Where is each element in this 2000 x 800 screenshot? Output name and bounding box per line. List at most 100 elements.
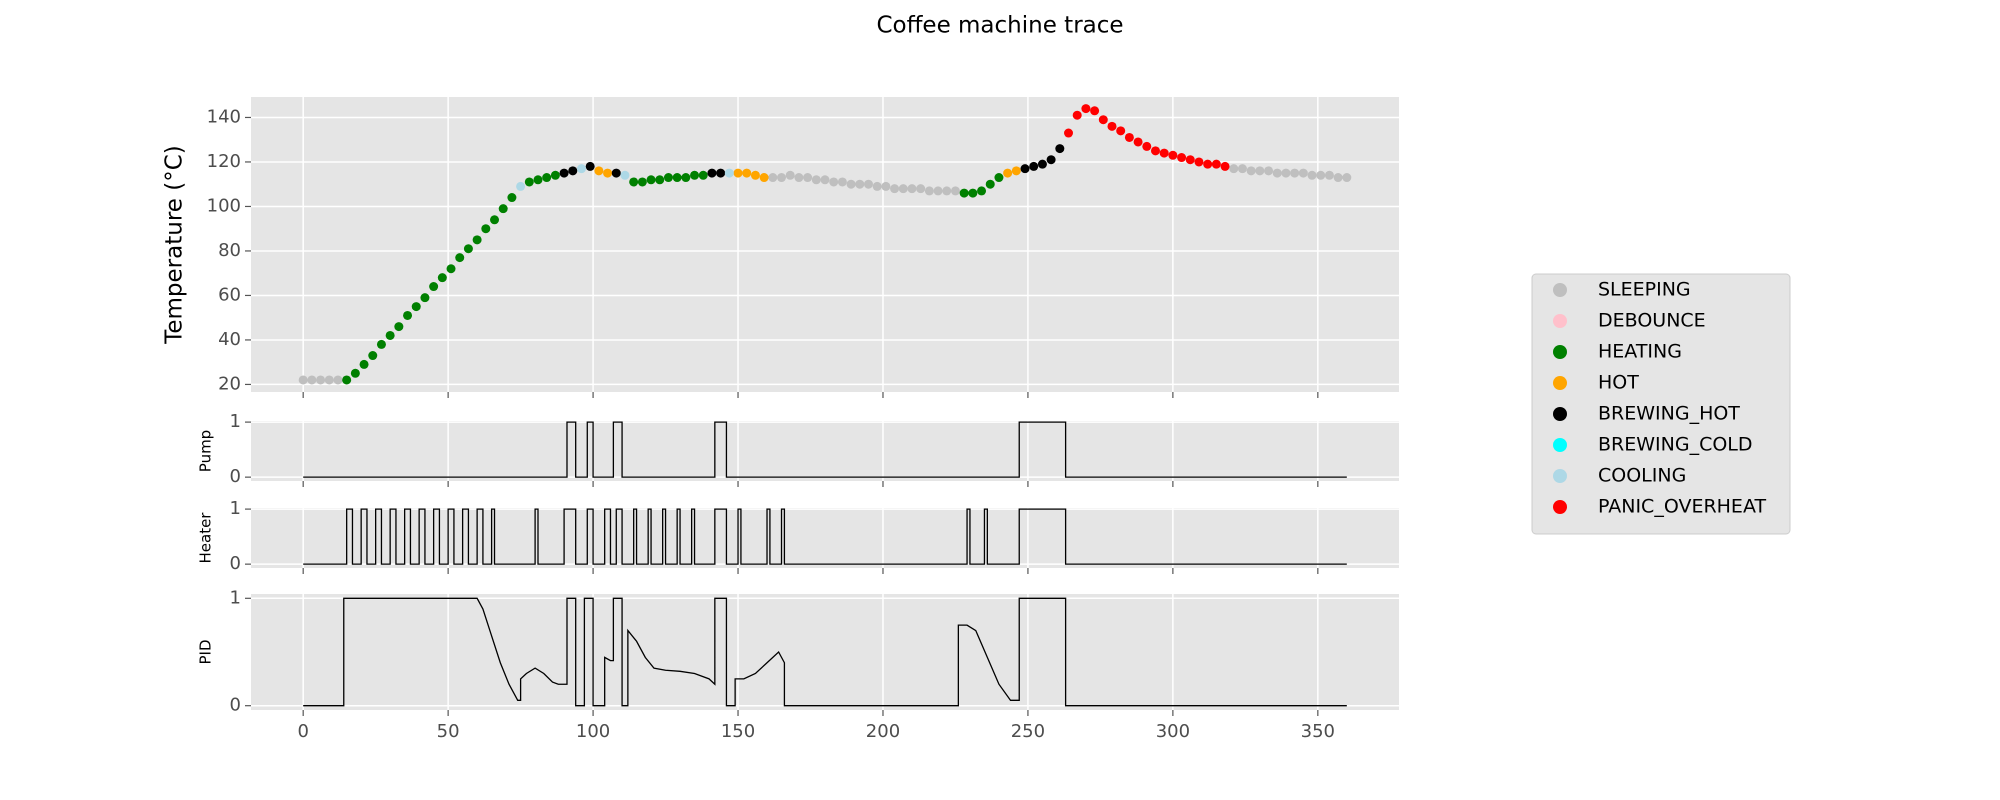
point [1081, 104, 1091, 114]
legend-swatch [1553, 283, 1567, 297]
point [837, 177, 847, 187]
point [1029, 161, 1039, 171]
legend-swatch [1553, 345, 1567, 359]
point [1116, 126, 1126, 136]
figure-title: Coffee machine trace [876, 13, 1123, 39]
point [872, 181, 882, 191]
point [698, 170, 708, 180]
x-tick-label: 200 [866, 721, 900, 742]
point [985, 179, 995, 189]
point [655, 175, 665, 185]
point [846, 179, 856, 189]
point [585, 161, 595, 171]
point [420, 293, 430, 303]
plot-area [251, 508, 1399, 568]
point [898, 184, 908, 194]
point [646, 175, 656, 185]
point [472, 235, 482, 245]
point [490, 215, 500, 225]
point [611, 168, 621, 178]
point [916, 184, 926, 194]
point [1246, 166, 1256, 176]
point [994, 173, 1004, 183]
point [1107, 121, 1117, 131]
point [750, 170, 760, 180]
point [307, 375, 317, 385]
legend-box [1531, 273, 1791, 535]
point [524, 177, 534, 187]
legend-swatch [1553, 469, 1567, 483]
point [942, 186, 952, 196]
point [794, 173, 804, 183]
point [1194, 157, 1204, 167]
point [959, 188, 969, 198]
legend-label: BREWING_HOT [1598, 403, 1740, 425]
point [411, 302, 421, 312]
point [742, 168, 752, 178]
y-tick-label: 120 [207, 151, 241, 172]
y-tick-label: 0 [230, 466, 241, 487]
legend-swatch [1553, 438, 1567, 452]
y-tick-label: 1 [230, 411, 241, 432]
point [1342, 173, 1352, 183]
y-tick-label: 0 [230, 695, 241, 716]
legend-label: DEBOUNCE [1598, 310, 1706, 332]
legend-label: HEATING [1598, 341, 1682, 363]
legend-swatch [1553, 407, 1567, 421]
y-tick-label: 80 [218, 240, 241, 261]
point [603, 168, 613, 178]
point [507, 193, 517, 203]
point [333, 375, 343, 385]
y-tick-label: 100 [207, 195, 241, 216]
point [620, 170, 630, 180]
point [385, 330, 395, 340]
point [1281, 168, 1291, 178]
point [924, 186, 934, 196]
point [481, 224, 491, 234]
point [324, 375, 334, 385]
y-tick-label: 40 [218, 329, 241, 350]
point [672, 173, 682, 183]
y-tick-label: 20 [218, 373, 241, 394]
legend-swatch [1553, 500, 1567, 514]
y-axis-label: Temperature (°C) [162, 145, 188, 345]
point [907, 184, 917, 194]
point [759, 173, 769, 183]
point [1133, 137, 1143, 147]
point [594, 166, 604, 176]
x-tick-label: 350 [1301, 721, 1335, 742]
point [1011, 166, 1021, 176]
point [1324, 170, 1334, 180]
trace-line [303, 597, 1347, 707]
y-axis-label: Pump [197, 430, 215, 472]
point [1150, 146, 1160, 156]
point [350, 368, 360, 378]
legend-label: HOT [1598, 372, 1639, 394]
point [629, 177, 639, 187]
point [977, 186, 987, 196]
point [681, 173, 691, 183]
legend-label: BREWING_COLD [1598, 434, 1753, 456]
point [777, 173, 787, 183]
y-axis-label: PID [197, 639, 215, 664]
y-tick-label: 1 [230, 498, 241, 519]
point [368, 351, 378, 361]
point [455, 253, 465, 263]
trace-line [303, 508, 1347, 565]
y-tick-label: 60 [218, 284, 241, 305]
point [1098, 115, 1108, 125]
point [568, 166, 578, 176]
point [1211, 159, 1221, 169]
x-tick-label: 100 [576, 721, 610, 742]
point [663, 173, 673, 183]
point [1185, 155, 1195, 165]
point [1333, 173, 1343, 183]
point [1237, 164, 1247, 174]
legend-label: SLEEPING [1598, 279, 1691, 301]
point [1142, 141, 1152, 151]
point [1307, 170, 1317, 180]
legend-label: COOLING [1598, 465, 1686, 487]
point [785, 170, 795, 180]
point [542, 173, 552, 183]
point [716, 168, 726, 178]
